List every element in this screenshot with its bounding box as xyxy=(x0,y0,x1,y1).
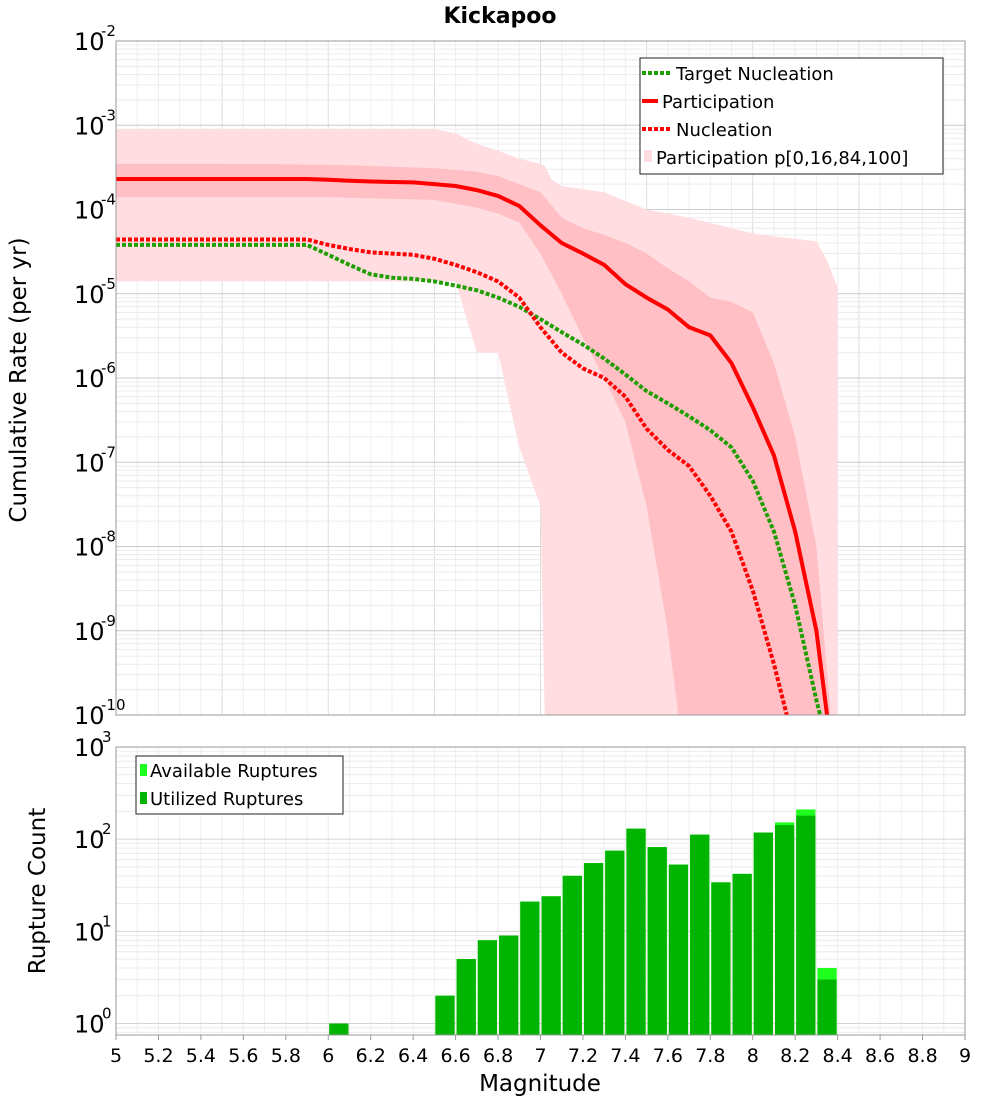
utilized-bar xyxy=(583,863,604,1035)
nucleation-line xyxy=(116,237,789,715)
top-y-tick-label: 10 xyxy=(74,112,105,140)
x-tick-label: 6.8 xyxy=(483,1045,513,1067)
top-y-tick-label: 10 xyxy=(74,702,105,730)
x-tick-label: 8.8 xyxy=(907,1045,937,1067)
utilized-bar xyxy=(329,1023,349,1035)
bottom-y-tick-label: 10 xyxy=(74,734,105,762)
x-tick-label: 5.2 xyxy=(143,1045,173,1067)
x-tick-label: 8.4 xyxy=(823,1045,853,1067)
top-legend-box xyxy=(639,57,944,175)
top-plot: 10-210-310-410-510-610-710-810-910-10 Cu… xyxy=(6,22,966,730)
legend-label-target-nucleation: Target Nucleation xyxy=(675,64,834,85)
utilized-bar xyxy=(647,847,667,1035)
top-y-tick-exponent: -8 xyxy=(101,528,116,546)
utilized-bar xyxy=(774,825,795,1035)
x-tick-label: 8.6 xyxy=(865,1045,895,1067)
utilized-bar xyxy=(668,864,689,1035)
x-tick-label: 7 xyxy=(534,1045,546,1067)
utilized-bar xyxy=(520,901,540,1035)
x-tick-label: 8 xyxy=(747,1045,759,1067)
rate-lines xyxy=(116,177,830,715)
x-tick-label: 5 xyxy=(110,1045,122,1067)
top-y-tick-label: 10 xyxy=(74,281,105,309)
x-tick-label: 7.6 xyxy=(653,1045,683,1067)
x-tick-label: 7.4 xyxy=(610,1045,640,1067)
utilized-bar xyxy=(711,882,731,1035)
top-y-tick-exponent: -9 xyxy=(101,612,116,630)
x-tick-label: 7.2 xyxy=(568,1045,598,1067)
x-tick-label: 9 xyxy=(959,1045,971,1067)
bottom-y-tick-exponent: 3 xyxy=(102,728,112,746)
x-ticks: 5 5.2 5.4 5.6 5.8 6 6.2 6.4 6.6 6.8 7 7.2 7.4 7.6 7.8 8… xyxy=(110,1035,971,1067)
top-y-tick-exponent: -3 xyxy=(101,106,116,124)
top-y-tick-label: 10 xyxy=(74,449,105,477)
utilized-bar xyxy=(732,873,752,1035)
x-tick-label: 5.8 xyxy=(271,1045,301,1067)
top-y-tick-label: 10 xyxy=(74,197,105,225)
x-axis-label: Magnitude xyxy=(479,1071,601,1097)
x-tick-label: 8.2 xyxy=(780,1045,810,1067)
legend-label-nucleation: Nucleation xyxy=(676,120,772,141)
utilized-bar xyxy=(626,828,646,1035)
chart-title: Kickapoo xyxy=(443,4,556,29)
top-y-tick-label: 10 xyxy=(74,365,105,393)
top-y-tick-label: 10 xyxy=(74,618,105,646)
top-y-tick-exponent: -2 xyxy=(101,22,116,40)
participation-line xyxy=(116,177,830,715)
legend-label-available: Available Ruptures xyxy=(150,761,318,782)
x-tick-label: 6 xyxy=(322,1045,334,1067)
top-y-tick-exponent: -10 xyxy=(101,696,126,714)
x-tick-label: 7.8 xyxy=(695,1045,725,1067)
utilized-bar xyxy=(605,850,625,1035)
rupture-bars xyxy=(329,809,837,1035)
top-y-tick-label: 10 xyxy=(74,28,105,56)
bottom-y-axis-label: Rupture Count xyxy=(25,808,51,974)
top-legend: Target Nucleation Participation Nucleati… xyxy=(639,57,944,175)
x-tick-label: 5.4 xyxy=(186,1045,216,1067)
utilized-bar xyxy=(435,995,455,1035)
x-tick-label: 6.4 xyxy=(398,1045,428,1067)
x-tick-label: 6.2 xyxy=(356,1045,386,1067)
bottom-legend: Available Ruptures Utilized Ruptures xyxy=(135,755,344,815)
x-tick-label: 5.6 xyxy=(228,1045,258,1067)
utilized-bar xyxy=(562,875,582,1035)
bottom-y-tick-exponent: 1 xyxy=(102,912,112,930)
bottom-y-tick-exponent: 0 xyxy=(102,1004,112,1022)
utilized-bar xyxy=(753,832,773,1035)
utilized-bar xyxy=(796,815,816,1035)
legend-label-utilized: Utilized Ruptures xyxy=(150,789,303,810)
top-y-tick-exponent: -5 xyxy=(101,275,116,293)
top-y-tick-label: 10 xyxy=(74,534,105,562)
x-tick-label: 6.6 xyxy=(440,1045,470,1067)
legend-swatch-available xyxy=(140,764,147,776)
bottom-y-tick-label: 10 xyxy=(74,918,105,946)
utilized-bar xyxy=(477,940,498,1035)
utilized-bar xyxy=(817,979,837,1035)
utilized-bar xyxy=(541,896,561,1035)
utilized-bar xyxy=(456,959,476,1035)
top-y-tick-exponent: -7 xyxy=(101,443,116,461)
bottom-y-tick-label: 10 xyxy=(74,1010,105,1038)
top-y-tick-exponent: -4 xyxy=(101,191,116,209)
bottom-y-tick-exponent: 2 xyxy=(102,820,112,838)
legend-label-band: Participation p[0,16,84,100] xyxy=(656,148,908,169)
utilized-bar xyxy=(499,935,519,1035)
bottom-y-tick-label: 10 xyxy=(74,826,105,854)
top-y-ticks: 10-210-310-410-510-610-710-810-910-10 xyxy=(74,22,126,730)
top-plot-frame xyxy=(115,40,966,716)
utilized-bar xyxy=(690,834,710,1035)
bottom-legend-box xyxy=(135,755,344,815)
legend-swatch-band xyxy=(644,150,652,162)
top-y-axis-label: Cumulative Rate (per yr) xyxy=(6,237,32,522)
top-y-tick-exponent: -6 xyxy=(101,359,116,377)
legend-swatch-utilized xyxy=(140,792,147,804)
legend-label-participation: Participation xyxy=(662,92,774,113)
